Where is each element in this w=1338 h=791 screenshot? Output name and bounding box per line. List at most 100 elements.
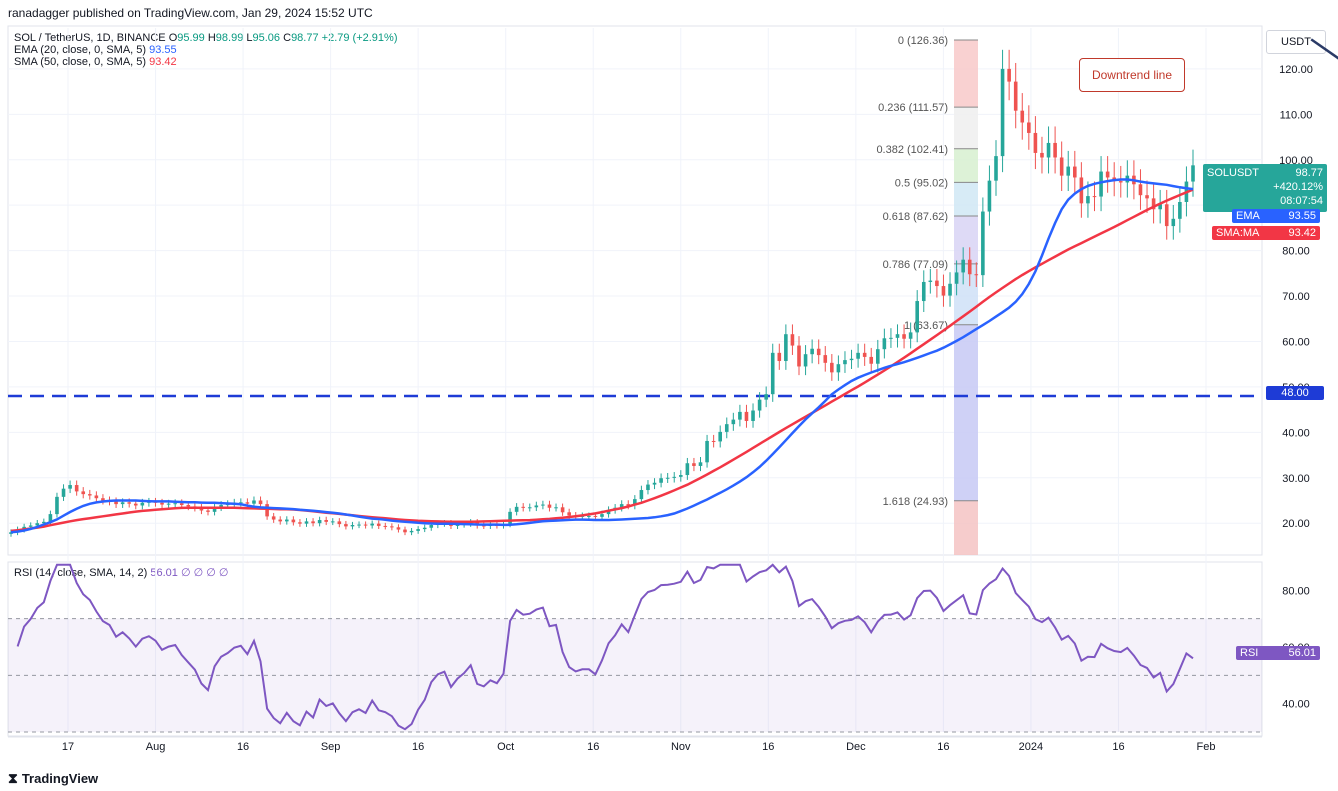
candle-body	[74, 485, 79, 492]
open-value: 95.99	[177, 32, 205, 44]
candle-body	[567, 512, 571, 516]
price-tick-label: 30.00	[1282, 473, 1310, 485]
candle-body	[981, 211, 985, 276]
sma-tag-label: SMA:MA	[1216, 227, 1260, 239]
price-tick-label: 100.00	[1279, 155, 1313, 167]
time-tick-label: 16	[237, 741, 249, 753]
candle-body	[692, 463, 696, 466]
candle-body	[744, 411, 749, 421]
candle-body	[173, 503, 177, 505]
tradingview-brand: TradingView	[21, 771, 99, 786]
candle-body	[42, 521, 46, 524]
candle-body	[245, 502, 250, 504]
candle-body	[862, 352, 867, 357]
time-tick-label: 16	[937, 741, 949, 753]
high-value: 98.99	[215, 32, 244, 44]
candle-body	[324, 520, 328, 522]
candle-body	[311, 521, 315, 524]
candle-body	[764, 394, 768, 400]
price-tag-symbol: SOLUSDT	[1207, 167, 1259, 179]
candle-body	[1145, 195, 1149, 199]
candle-body	[547, 504, 552, 508]
candle-body	[383, 525, 388, 527]
fib-zone	[954, 500, 978, 555]
candle-body	[376, 523, 381, 526]
low-label: L	[246, 32, 253, 44]
candle-body	[482, 525, 486, 527]
fib-zone	[954, 324, 978, 501]
candle-body	[751, 410, 755, 421]
rsi-tag-label: RSI	[1240, 647, 1259, 659]
candle-body	[166, 503, 171, 505]
candle-body	[429, 525, 434, 528]
candle-body	[252, 500, 256, 504]
candle-body	[1138, 184, 1143, 196]
tradingview-logo[interactable]: ⧗ TradingView	[8, 770, 98, 787]
downtrend-callout[interactable]: Downtrend line	[1079, 58, 1185, 92]
candle-body	[731, 419, 736, 425]
sma-label: SMA (50, close, 0, SMA, 5)	[14, 56, 147, 68]
candle-body	[672, 476, 677, 478]
fib-label: 0.236 (111.57)	[878, 102, 948, 114]
candle-body	[711, 440, 716, 442]
price-tick-label: 70.00	[1282, 291, 1310, 303]
rsi-pane	[8, 563, 1262, 733]
candle-body	[390, 526, 394, 528]
fib-label: 0 (126.36)	[898, 35, 948, 47]
candles	[9, 49, 1195, 537]
candle-body	[698, 462, 703, 466]
candle-body	[810, 348, 814, 355]
low-value: 95.06	[252, 32, 281, 44]
time-tick-label: 16	[1112, 741, 1124, 753]
candle-body	[370, 523, 374, 526]
candle-body	[271, 516, 276, 520]
candle-body	[679, 475, 683, 477]
legend: SOL / TetherUS, 1D, BINANCE O95.99 H98.9…	[14, 32, 398, 68]
fib-label: 0.382 (102.41)	[876, 144, 948, 156]
candle-body	[784, 334, 788, 362]
rsi-tag-value: 56.01	[1288, 647, 1316, 659]
currency-button[interactable]: USDT	[1266, 30, 1326, 54]
candle-body	[849, 358, 854, 361]
candle-body	[258, 500, 263, 505]
candle-body	[705, 440, 709, 463]
ema-tag-label: EMA	[1236, 210, 1260, 222]
fib-label: 1.618 (24.93)	[883, 496, 948, 508]
candle-body	[403, 529, 407, 533]
candle-body	[409, 530, 414, 533]
time-tick-label: Oct	[497, 741, 514, 753]
time-tick-label: Aug	[146, 741, 166, 753]
price-tick-label: 60.00	[1282, 336, 1310, 348]
candle-body	[298, 522, 302, 524]
candle-body	[140, 502, 145, 506]
sma-50-line	[10, 188, 1194, 533]
candle-body	[685, 463, 690, 476]
price-pane-frame	[7, 25, 1263, 556]
candle-body	[816, 348, 821, 356]
candle-body	[770, 352, 775, 395]
candle-body	[1158, 204, 1162, 210]
ema-tag: EMA 93.55	[1232, 209, 1320, 223]
symbol-title: SOL / TetherUS, 1D, BINANCE	[14, 32, 166, 44]
candle-body	[1007, 68, 1011, 82]
rsi-label: RSI (14, close, SMA, 14, 2)	[14, 567, 148, 579]
moving-averages	[10, 178, 1194, 534]
price-tick-label: 80.00	[1282, 246, 1310, 258]
candle-body	[738, 411, 742, 420]
grid	[7, 25, 1263, 738]
time-tick-label: 17	[62, 741, 74, 753]
price-tag-pct: +420.12%	[1273, 181, 1323, 193]
candle-body	[1151, 198, 1156, 210]
candle-body	[803, 354, 808, 367]
ema-label: EMA (20, close, 0, SMA, 5)	[14, 44, 147, 56]
candle-body	[941, 286, 946, 296]
candle-body	[48, 514, 53, 522]
candle-body	[908, 332, 913, 339]
open-label: O	[168, 32, 178, 44]
candle-body	[1020, 110, 1025, 123]
candle-body	[514, 506, 519, 512]
fib-label: 0.618 (87.62)	[883, 211, 948, 223]
candle-body	[823, 355, 828, 363]
candle-body	[1164, 204, 1169, 227]
